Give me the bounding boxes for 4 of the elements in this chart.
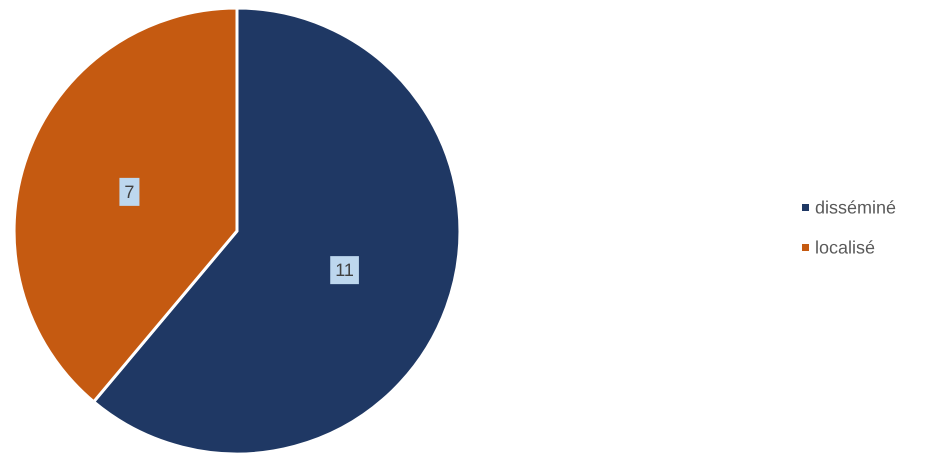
legend-label: disséminé [815, 198, 896, 218]
data-label: 11 [335, 260, 354, 280]
data-label: 7 [124, 182, 134, 202]
legend-label: localisé [815, 238, 876, 258]
